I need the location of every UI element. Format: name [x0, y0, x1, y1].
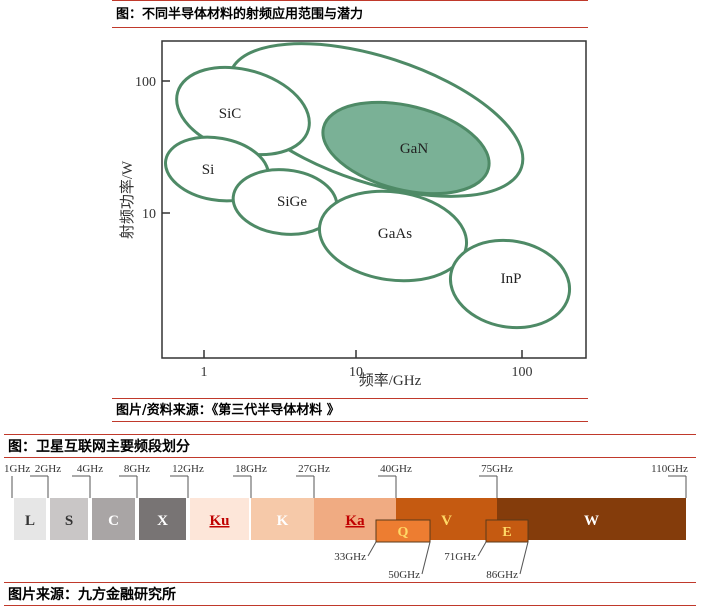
bottom-tick-71GHz [477, 541, 487, 557]
band-S [50, 498, 88, 540]
band-label-L: L [25, 513, 35, 529]
band-label-C: C [108, 513, 119, 529]
label-gan: GaN [400, 141, 428, 157]
band-X [139, 498, 186, 540]
region-gan [321, 100, 491, 196]
x-tick-label-10: 10 [349, 365, 363, 380]
band-label-Q: Q [398, 525, 409, 540]
x-tick-label-100: 100 [512, 365, 533, 380]
band-chart-svg: L S C X Ku K Ka V W Q E 1GHz 2GHz 4GHz 8GHz 12GHz 18GHz 2… [4, 463, 688, 580]
band-label-W: W [584, 513, 599, 529]
x-axis-label: 频率/GHz [359, 372, 422, 389]
top-tick-label-2GHz: 2GHz [35, 463, 61, 475]
band-label-Ka: Ka [345, 513, 365, 529]
top-tick-label-27GHz: 27GHz [298, 463, 330, 475]
region-inp [448, 238, 572, 330]
band-label-E: E [502, 525, 511, 540]
rf-chart-source: 图片/资料来源：《第三代半导体材料 》 [112, 398, 588, 422]
band-chart-title: 图：卫星互联网主要频段划分 [4, 434, 696, 458]
top-tick-label-4GHz: 4GHz [77, 463, 103, 475]
bottom-tick-label-86GHz: 86GHz [486, 569, 518, 580]
rf-chart-figure: 图：不同半导体材料的射频应用范围与潜力 1 10 100 10 100 SiC GaN … [112, 0, 588, 424]
label-gaas: GaAs [378, 226, 412, 242]
label-si: Si [202, 162, 215, 178]
band-label-Ku: Ku [209, 513, 229, 529]
label-sic: SiC [219, 106, 242, 122]
top-tick-label-8GHz: 8GHz [124, 463, 150, 475]
top-tick-label-40GHz: 40GHz [380, 463, 412, 475]
rf-chart-svg: 1 10 100 10 100 SiC GaN Si SiGe GaAs InP 频率/… [119, 40, 587, 389]
band-label-V: V [441, 513, 452, 529]
y-axis-label: 射频功率/W [119, 160, 136, 239]
bottom-tick-86GHz [519, 541, 529, 575]
band-Q [375, 519, 431, 543]
plot-frame [161, 40, 587, 359]
band-chart-source: 图片来源：九方金融研究所 [4, 582, 696, 606]
top-tick-label-12GHz: 12GHz [172, 463, 204, 475]
band-E [485, 519, 529, 543]
top-tick-label-1GHz: 1GHz [4, 463, 30, 475]
band-K [251, 498, 314, 540]
band-label-X: X [157, 513, 168, 529]
bottom-tick-label-50GHz: 50GHz [388, 569, 420, 580]
satellite-band-figure: 图：卫星互联网主要频段划分 L S C X Ku K Ka V W Q E 1GHz 2GHz 4GHz 8… [0, 434, 704, 608]
label-sige: SiGe [277, 194, 307, 210]
top-tick-label-110GHz: 110GHz [651, 463, 688, 475]
band-label-S: S [65, 513, 73, 529]
top-tick-label-75GHz: 75GHz [481, 463, 513, 475]
bottom-tick-label-71GHz: 71GHz [444, 551, 476, 563]
band-C [92, 498, 135, 540]
rf-chart-title: 图：不同半导体材料的射频应用范围与潜力 [112, 0, 588, 28]
band-label-K: K [277, 513, 289, 529]
region-gaas [317, 189, 469, 283]
bottom-tick-33GHz [367, 541, 377, 557]
top-tick-label-18GHz: 18GHz [235, 463, 267, 475]
label-inp: InP [501, 271, 522, 287]
x-tick-label-1: 1 [201, 365, 208, 380]
bottom-tick-50GHz [421, 541, 431, 575]
bottom-tick-label-33GHz: 33GHz [334, 551, 366, 563]
band-L [14, 498, 46, 540]
y-tick-label-10: 10 [142, 207, 156, 222]
y-tick-label-100: 100 [135, 75, 156, 90]
band-Ku [190, 498, 249, 540]
